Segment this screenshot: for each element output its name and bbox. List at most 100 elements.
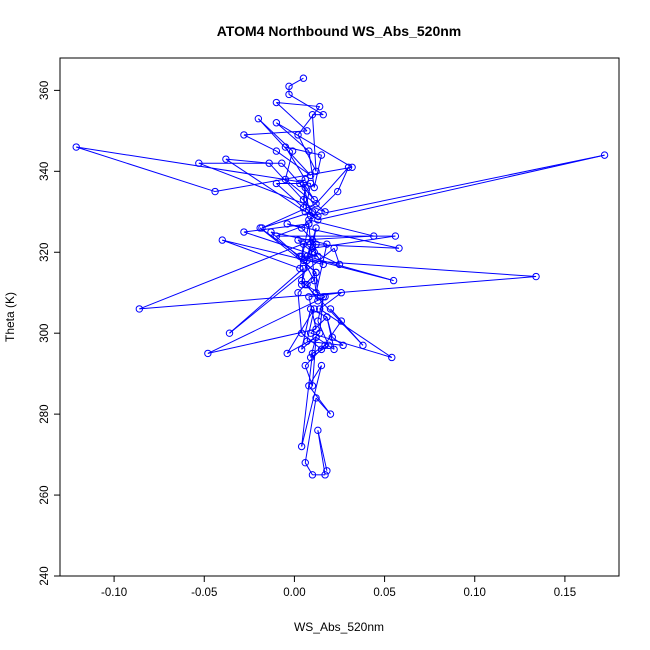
series-segment [315, 244, 328, 293]
data-point [305, 382, 313, 390]
data-point [297, 442, 306, 451]
data-point [301, 458, 309, 467]
data-point [317, 345, 326, 354]
data-point [315, 329, 324, 337]
data-point [337, 289, 346, 297]
series-segment [258, 118, 293, 152]
data-point [337, 317, 346, 325]
data-point [312, 240, 320, 248]
data-point [395, 244, 403, 252]
series-segment [301, 308, 312, 350]
data-point [222, 155, 230, 163]
series-segment [310, 332, 392, 358]
data-point [240, 228, 248, 236]
data-point [323, 313, 331, 321]
data-point [312, 325, 320, 333]
x-tick-label: -0.10 [101, 587, 127, 599]
series-segment [317, 296, 324, 322]
series-segment [317, 430, 326, 475]
data-point [317, 151, 326, 159]
data-point [328, 333, 336, 341]
series-segment [284, 150, 294, 180]
data-point [314, 252, 322, 260]
data-point [281, 143, 290, 151]
data-point [72, 143, 80, 151]
data-point [312, 394, 320, 402]
series-segment [297, 235, 374, 241]
series-segment [301, 332, 322, 350]
series-segment [301, 353, 313, 447]
data-point [301, 361, 309, 370]
data-point [308, 110, 317, 119]
data-point [272, 179, 281, 188]
x-tick-label: -0.05 [191, 587, 217, 599]
data-point [359, 341, 367, 350]
data-point [297, 280, 306, 289]
chart-title: ATOM4 Northbound WS_Abs_520nm [217, 23, 462, 39]
series-segment [319, 308, 393, 358]
series-segment [301, 260, 308, 285]
data-point [326, 410, 335, 418]
data-point [254, 115, 263, 123]
y-tick-label: 280 [39, 405, 51, 424]
data-point [294, 131, 302, 139]
series-segment [308, 296, 317, 330]
series-segment [286, 336, 317, 354]
data-point [258, 224, 266, 232]
data-point [312, 224, 320, 232]
series-segment [286, 308, 315, 354]
series-segment [313, 155, 322, 188]
x-axis-label: WS_Abs_520nm [294, 620, 384, 634]
y-tick-label: 240 [39, 566, 51, 585]
series-segment [299, 255, 394, 282]
series-segment [311, 337, 317, 386]
data-point [285, 82, 293, 91]
data-point [195, 159, 203, 167]
series-segment [287, 223, 400, 249]
series-segment [330, 308, 342, 322]
series-segment [315, 166, 349, 205]
data-point [303, 337, 311, 345]
data-point [297, 345, 306, 354]
series-segment [297, 272, 317, 294]
data-point [303, 256, 311, 265]
y-tick-label: 360 [39, 81, 51, 100]
data-point [306, 353, 315, 362]
data-point [306, 179, 315, 188]
data-point [335, 260, 344, 269]
data-point [391, 232, 400, 240]
series-segment [268, 162, 319, 217]
series-segment [314, 251, 340, 265]
series-segment [304, 397, 317, 463]
y-tick-label: 340 [39, 162, 51, 181]
series-segment [198, 162, 326, 213]
data-point [333, 187, 342, 196]
series-segment [317, 154, 605, 221]
data-point [288, 147, 297, 155]
series-segment [321, 320, 342, 350]
data-point [330, 244, 338, 252]
data-point [348, 163, 356, 171]
data-point [308, 471, 317, 479]
data-point [344, 163, 353, 171]
data-point [305, 220, 313, 228]
data-point [281, 175, 290, 184]
series-segment [288, 93, 324, 116]
data-point [301, 208, 309, 216]
data-point [301, 175, 309, 184]
data-point [303, 127, 311, 135]
data-point [308, 349, 317, 358]
data-point [321, 208, 329, 216]
data-point [306, 212, 315, 220]
data-point [314, 426, 322, 435]
data-point [296, 179, 304, 188]
data-point [299, 74, 308, 82]
data-point [299, 256, 308, 265]
series-segment [243, 231, 319, 257]
data-point [306, 329, 315, 337]
series-segment [297, 292, 303, 334]
series-segment [229, 268, 304, 334]
data-point [319, 110, 327, 119]
data-point [297, 276, 306, 285]
